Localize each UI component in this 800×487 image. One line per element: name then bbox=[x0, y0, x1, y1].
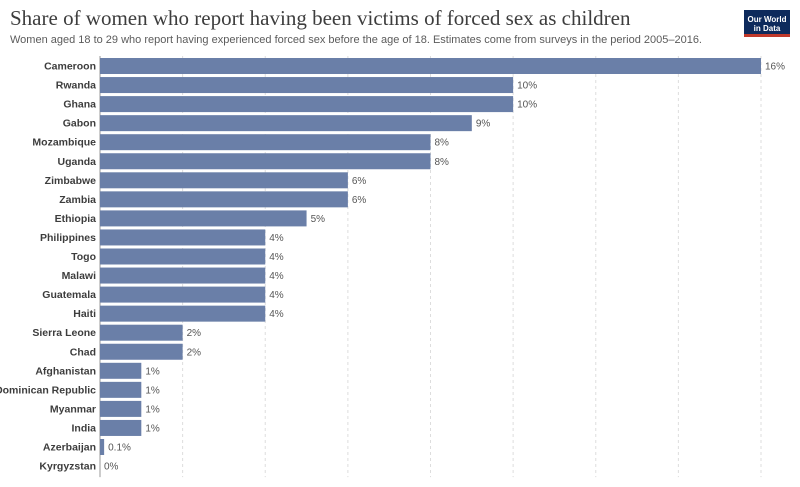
category-label: Malawi bbox=[62, 270, 97, 282]
value-label: 10% bbox=[517, 81, 537, 92]
bar[interactable] bbox=[100, 77, 514, 94]
value-label: 4% bbox=[269, 233, 284, 244]
category-label: Chad bbox=[70, 346, 96, 358]
value-label: 16% bbox=[765, 62, 785, 73]
value-label: 5% bbox=[311, 214, 326, 225]
category-label: Myanmar bbox=[50, 403, 96, 415]
value-label: 6% bbox=[352, 176, 367, 187]
value-label: 0% bbox=[104, 462, 119, 473]
value-label: 6% bbox=[352, 195, 367, 206]
category-label: Azerbaijan bbox=[43, 442, 96, 454]
category-label: Zambia bbox=[59, 194, 96, 206]
category-label: Togo bbox=[71, 251, 96, 263]
category-label: Sierra Leone bbox=[32, 327, 96, 339]
logo-line-2: in Data bbox=[753, 23, 781, 33]
value-label: 1% bbox=[145, 423, 160, 434]
chart-title: Share of women who report having been vi… bbox=[10, 6, 631, 30]
category-label: Uganda bbox=[57, 156, 96, 168]
bar[interactable] bbox=[100, 96, 514, 113]
value-label: 9% bbox=[476, 119, 491, 130]
category-label: Philippines bbox=[40, 232, 96, 244]
value-label: 0.1% bbox=[108, 443, 131, 454]
bar[interactable] bbox=[100, 58, 761, 74]
bar[interactable] bbox=[100, 324, 183, 341]
category-label: Haiti bbox=[73, 308, 96, 320]
category-label: Zimbabwe bbox=[45, 175, 97, 187]
value-label: 8% bbox=[435, 138, 450, 149]
bar[interactable] bbox=[100, 229, 266, 246]
value-label: 4% bbox=[269, 271, 284, 282]
category-label: Kyrgyzstan bbox=[39, 461, 96, 473]
bar[interactable] bbox=[100, 400, 142, 417]
chart-subtitle: Women aged 18 to 29 who report having ex… bbox=[10, 34, 702, 46]
value-label: 2% bbox=[187, 347, 202, 358]
category-label: Ghana bbox=[63, 99, 96, 111]
category-label: Afghanistan bbox=[35, 365, 96, 377]
bar[interactable] bbox=[100, 115, 472, 132]
value-label: 1% bbox=[145, 404, 160, 415]
category-label: Mozambique bbox=[32, 137, 96, 149]
bar[interactable] bbox=[100, 381, 142, 398]
bar[interactable] bbox=[100, 134, 431, 151]
bar[interactable] bbox=[100, 172, 348, 189]
bar[interactable] bbox=[100, 305, 266, 322]
bar[interactable] bbox=[100, 362, 142, 379]
bar[interactable] bbox=[100, 248, 266, 265]
category-label: Gabon bbox=[63, 118, 96, 130]
category-label: India bbox=[71, 422, 96, 434]
category-label: Guatemala bbox=[42, 289, 96, 301]
category-label: Ethiopia bbox=[55, 213, 97, 225]
bar[interactable] bbox=[100, 267, 266, 284]
value-label: 4% bbox=[269, 290, 284, 301]
category-label: Dominican Republic bbox=[0, 384, 96, 396]
value-label: 4% bbox=[269, 309, 284, 320]
bar[interactable] bbox=[100, 153, 431, 170]
category-label: Cameroon bbox=[44, 61, 96, 73]
category-label: Rwanda bbox=[56, 80, 96, 92]
bar[interactable] bbox=[100, 210, 307, 227]
value-label: 1% bbox=[145, 366, 160, 377]
bar[interactable] bbox=[100, 439, 105, 455]
owid-logo[interactable]: Our World in Data bbox=[744, 10, 790, 37]
value-label: 2% bbox=[187, 328, 202, 339]
value-label: 8% bbox=[435, 157, 450, 168]
bar[interactable] bbox=[100, 286, 266, 303]
value-label: 4% bbox=[269, 252, 284, 263]
bar[interactable] bbox=[100, 343, 183, 360]
value-label: 10% bbox=[517, 100, 537, 111]
bar[interactable] bbox=[100, 191, 348, 208]
logo-line-1: Our World bbox=[747, 14, 787, 24]
value-label: 1% bbox=[145, 385, 160, 396]
bar[interactable] bbox=[100, 419, 142, 436]
